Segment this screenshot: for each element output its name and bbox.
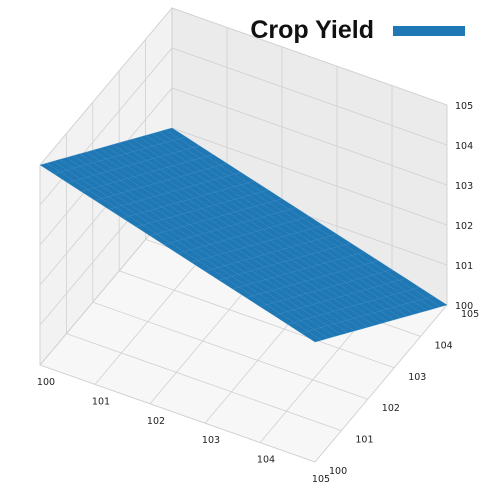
z-tick-label: 102 [455, 221, 473, 232]
z-tick-label: 105 [455, 101, 473, 112]
x-tick-label: 100 [37, 377, 55, 388]
x-tick-label: 101 [92, 396, 110, 407]
z-tick-label: 103 [455, 181, 473, 192]
legend: Crop Yield [250, 16, 465, 44]
y-tick-label: 104 [435, 340, 453, 351]
y-tick-label: 105 [461, 309, 479, 320]
surface-facet [300, 331, 323, 343]
x-tick-label: 102 [147, 416, 165, 427]
x-tick-label: 103 [202, 435, 220, 446]
y-tick-label: 102 [382, 403, 400, 414]
z-tick-label: 100 [455, 301, 473, 312]
y-tick-label: 101 [355, 435, 373, 446]
tick-labels: 1001011021031041051001011021031041051001… [37, 101, 479, 485]
y-tick-label: 103 [408, 372, 426, 383]
x-tick-label: 104 [257, 455, 275, 466]
surface-mesh [39, 127, 448, 343]
legend-swatch [393, 26, 465, 36]
x-tick-label: 105 [312, 474, 330, 485]
y-tick-label: 100 [329, 466, 347, 477]
legend-label: Crop Yield [250, 16, 374, 44]
grid-line-z [39, 7, 448, 166]
z-tick-label: 104 [455, 141, 473, 152]
z-tick-label: 101 [455, 261, 473, 272]
